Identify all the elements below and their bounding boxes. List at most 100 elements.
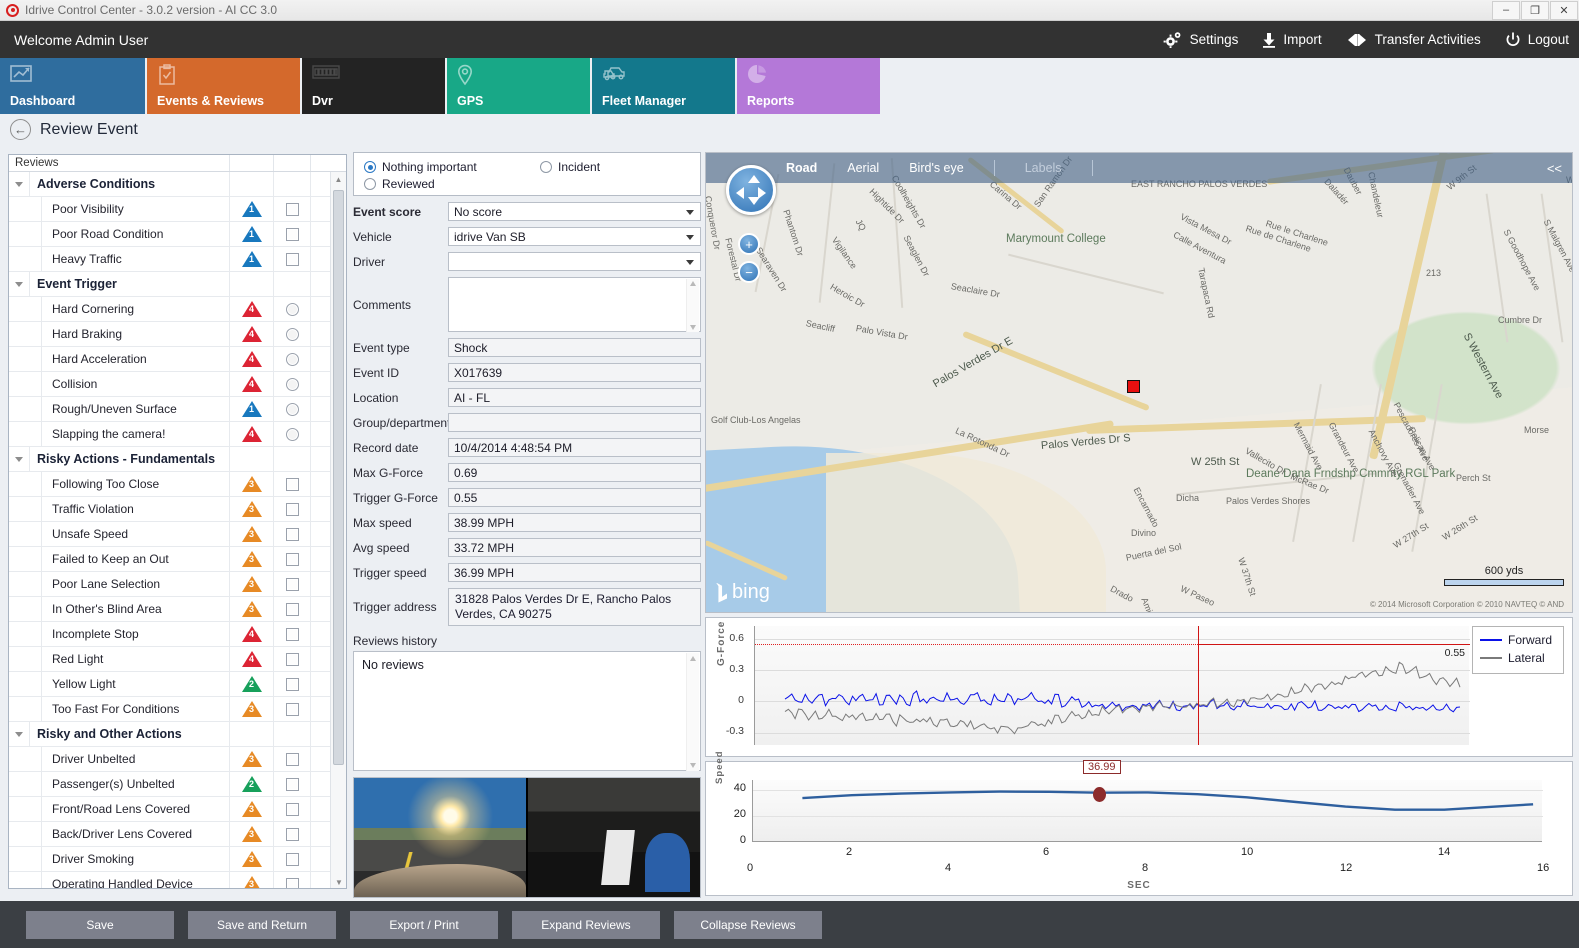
review-select-cell[interactable] <box>273 247 310 271</box>
tile-fleet-manager[interactable]: Fleet Manager <box>592 58 735 114</box>
review-checkbox[interactable] <box>285 652 299 666</box>
review-select-cell[interactable] <box>273 747 310 771</box>
tree-item-row[interactable]: Poor Road Condition 1 <box>9 222 346 247</box>
reviews-tree-body[interactable]: Adverse Conditions Poor Visibility 1 Poor R… <box>9 172 346 888</box>
chevron-down-icon[interactable] <box>9 722 29 746</box>
tree-item-row[interactable]: Hard Braking 4 <box>9 322 346 347</box>
review-select-cell[interactable] <box>273 622 310 646</box>
review-select-cell[interactable] <box>273 297 310 321</box>
tree-item-row[interactable]: Driver Unbelted 3 <box>9 747 346 772</box>
review-select-cell[interactable] <box>273 547 310 571</box>
expand-reviews-button[interactable]: Expand Reviews <box>512 910 660 939</box>
tree-item-row[interactable]: Red Light 4 <box>9 647 346 672</box>
review-select-cell[interactable] <box>273 422 310 446</box>
tree-group-row[interactable]: Adverse Conditions <box>9 172 346 197</box>
review-radio[interactable] <box>285 427 299 441</box>
tree-item-row[interactable]: Failed to Keep an Out 3 <box>9 547 346 572</box>
review-radio[interactable] <box>285 402 299 416</box>
review-select-cell[interactable] <box>273 472 310 496</box>
review-checkbox[interactable] <box>285 752 299 766</box>
map-zoom-in-button[interactable]: + <box>738 233 760 255</box>
import-menu-item[interactable]: Import <box>1262 32 1322 48</box>
review-select-cell[interactable] <box>273 797 310 821</box>
review-select-cell[interactable] <box>273 772 310 796</box>
review-radio[interactable] <box>285 302 299 316</box>
review-checkbox[interactable] <box>285 602 299 616</box>
chevron-down-icon[interactable] <box>9 172 29 196</box>
review-checkbox[interactable] <box>285 877 299 888</box>
review-radio[interactable] <box>285 327 299 341</box>
map-mode-road[interactable]: Road <box>786 161 818 175</box>
chevron-down-icon[interactable] <box>9 272 29 296</box>
driver-camera-thumbnail[interactable] <box>528 778 700 897</box>
radio-nothing-important[interactable]: Nothing important <box>364 160 540 174</box>
review-checkbox[interactable] <box>285 502 299 516</box>
review-select-cell[interactable] <box>273 347 310 371</box>
scrollbar-thumb[interactable] <box>333 190 344 765</box>
tree-item-row[interactable]: Poor Visibility 1 <box>9 197 346 222</box>
map-mode-aerial[interactable]: Aerial <box>847 161 880 175</box>
tree-item-row[interactable]: Too Fast For Conditions 3 <box>9 697 346 722</box>
review-checkbox[interactable] <box>285 677 299 691</box>
review-checkbox[interactable] <box>285 827 299 841</box>
tree-item-row[interactable]: Operating Handled Device 3 <box>9 872 346 888</box>
map-mode-labels[interactable]: Labels <box>1024 161 1062 175</box>
radio-incident[interactable]: Incident <box>540 160 600 174</box>
review-checkbox[interactable] <box>285 527 299 541</box>
tree-item-row[interactable]: Unsafe Speed 3 <box>9 522 346 547</box>
review-select-cell[interactable] <box>273 647 310 671</box>
close-button[interactable]: ✕ <box>1550 0 1578 20</box>
tree-group-row[interactable]: Event Trigger <box>9 272 346 297</box>
tree-item-row[interactable]: Poor Lane Selection 3 <box>9 572 346 597</box>
review-select-cell[interactable] <box>273 697 310 721</box>
scroll-down-icon[interactable]: ▼ <box>335 878 343 887</box>
tree-group-row[interactable]: Risky Actions - Fundamentals <box>9 447 346 472</box>
collapse-reviews-button[interactable]: Collapse Reviews <box>674 910 822 939</box>
review-checkbox[interactable] <box>285 477 299 491</box>
map-zoom-out-button[interactable]: − <box>738 261 760 283</box>
export-print-button[interactable]: Export / Print <box>350 910 498 939</box>
review-checkbox[interactable] <box>285 252 299 266</box>
map-collapse-button[interactable]: << <box>1546 160 1562 176</box>
field-select-2[interactable] <box>448 252 701 271</box>
map-pan-control[interactable] <box>726 165 776 215</box>
speed-marker-dot[interactable] <box>1093 787 1106 802</box>
event-location-marker[interactable] <box>1127 380 1140 393</box>
logout-menu-item[interactable]: Logout <box>1505 32 1569 48</box>
tree-item-row[interactable]: Slapping the camera! 4 <box>9 422 346 447</box>
tree-item-row[interactable]: Yellow Light 2 <box>9 672 346 697</box>
tree-group-row[interactable]: Risky and Other Actions <box>9 722 346 747</box>
reviews-history-scrollbar[interactable] <box>686 653 699 771</box>
review-select-cell[interactable] <box>273 847 310 871</box>
settings-menu-item[interactable]: Settings <box>1163 31 1238 48</box>
review-checkbox[interactable] <box>285 577 299 591</box>
tree-item-row[interactable]: Rough/Uneven Surface 1 <box>9 397 346 422</box>
review-select-cell[interactable] <box>273 197 310 221</box>
tile-events-and-reviews[interactable]: Events & Reviews <box>147 58 300 114</box>
review-checkbox[interactable] <box>285 852 299 866</box>
transfer-activities-menu-item[interactable]: Transfer Activities <box>1346 32 1481 48</box>
tile-gps[interactable]: GPS <box>447 58 590 114</box>
review-checkbox[interactable] <box>285 202 299 216</box>
tree-item-row[interactable]: Hard Acceleration 4 <box>9 347 346 372</box>
tree-item-row[interactable]: Hard Cornering 4 <box>9 297 346 322</box>
minimize-button[interactable]: – <box>1492 0 1520 20</box>
review-select-cell[interactable] <box>273 322 310 346</box>
review-radio[interactable] <box>285 377 299 391</box>
tile-dashboard[interactable]: Dashboard <box>0 58 145 114</box>
review-checkbox[interactable] <box>285 777 299 791</box>
scroll-up-icon[interactable]: ▲ <box>334 175 343 184</box>
tile-reports[interactable]: Reports <box>737 58 880 114</box>
review-checkbox[interactable] <box>285 802 299 816</box>
save-button[interactable]: Save <box>26 910 174 939</box>
reviews-tree-scrollbar[interactable]: ▲ ▼ <box>330 172 346 888</box>
review-checkbox[interactable] <box>285 702 299 716</box>
review-select-cell[interactable] <box>273 822 310 846</box>
review-select-cell[interactable] <box>273 597 310 621</box>
review-select-cell[interactable] <box>273 522 310 546</box>
review-checkbox[interactable] <box>285 552 299 566</box>
review-select-cell[interactable] <box>273 572 310 596</box>
review-radio[interactable] <box>285 352 299 366</box>
maximize-button[interactable]: ❐ <box>1521 0 1549 20</box>
